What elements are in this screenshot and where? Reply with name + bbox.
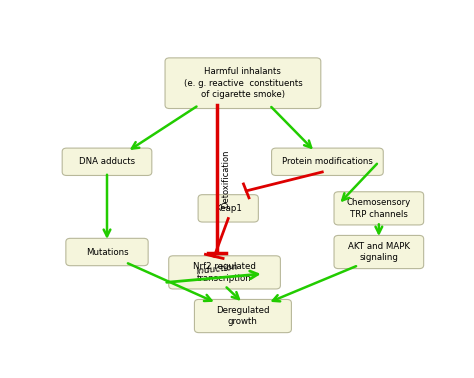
FancyBboxPatch shape xyxy=(334,192,424,225)
FancyBboxPatch shape xyxy=(165,58,321,108)
Text: Deregulated
growth: Deregulated growth xyxy=(216,306,270,326)
Text: Protein modifications: Protein modifications xyxy=(282,157,373,166)
Text: AKT and MAPK
signaling: AKT and MAPK signaling xyxy=(348,242,410,262)
Text: Mutations: Mutations xyxy=(86,248,128,257)
Text: Detoxification: Detoxification xyxy=(221,150,230,209)
FancyBboxPatch shape xyxy=(198,195,258,222)
FancyBboxPatch shape xyxy=(169,256,281,289)
FancyBboxPatch shape xyxy=(66,239,148,266)
FancyBboxPatch shape xyxy=(194,299,292,333)
Text: Harmful inhalants
(e. g. reactive  constituents
of cigarette smoke): Harmful inhalants (e. g. reactive consti… xyxy=(183,67,302,99)
Text: Chemosensory
TRP channels: Chemosensory TRP channels xyxy=(346,198,411,218)
FancyBboxPatch shape xyxy=(334,235,424,269)
FancyBboxPatch shape xyxy=(62,148,152,175)
Text: DNA adducts: DNA adducts xyxy=(79,157,135,166)
Text: Nrf2 regulated
transcription: Nrf2 regulated transcription xyxy=(193,262,256,283)
Text: Keap1: Keap1 xyxy=(215,204,242,213)
FancyBboxPatch shape xyxy=(272,148,383,175)
Text: Induction: Induction xyxy=(196,263,239,276)
